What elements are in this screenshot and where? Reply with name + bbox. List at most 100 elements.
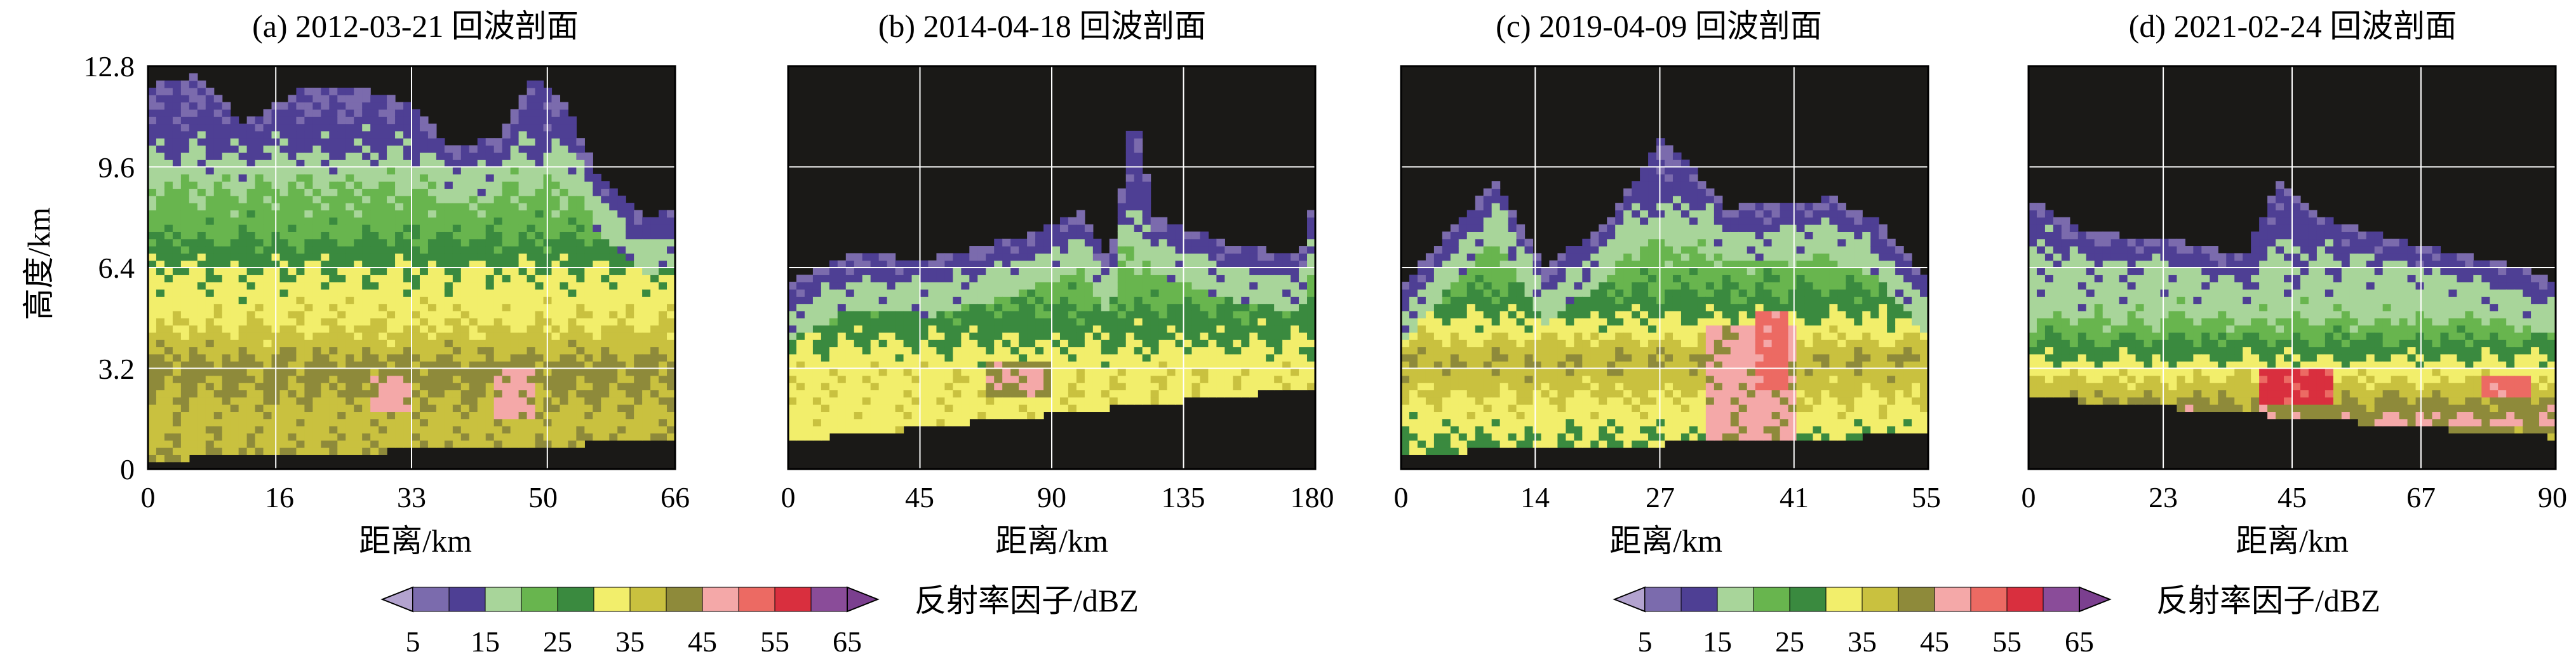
heatmap-cell [584, 375, 593, 383]
heatmap-cell [345, 238, 354, 247]
heatmap-cell [903, 339, 913, 348]
heatmap-cell [304, 275, 313, 283]
heatmap-cell [1134, 195, 1143, 203]
heatmap-cell [634, 383, 643, 391]
heatmap-cell [452, 152, 462, 160]
heatmap-cell [1200, 332, 1209, 340]
heatmap-cell [329, 368, 338, 376]
heatmap-cell [205, 145, 215, 153]
heatmap-cell [312, 332, 321, 340]
heatmap-cell [345, 260, 354, 268]
heatmap-cell [1208, 253, 1217, 261]
heatmap-cell [903, 383, 913, 391]
heatmap-cell [1117, 195, 1127, 203]
heatmap-cell [1307, 246, 1316, 254]
heatmap-cell [1442, 447, 1451, 455]
heatmap-cell [1475, 289, 1484, 297]
heatmap-cell [354, 303, 363, 311]
heatmap-cell [609, 318, 618, 326]
heatmap-cell [427, 353, 437, 362]
heatmap-cell [895, 390, 904, 398]
heatmap-cell [609, 397, 618, 405]
heatmap-cell [829, 310, 838, 318]
heatmap-cell [222, 310, 231, 318]
heatmap-cell [593, 289, 601, 297]
heatmap-cell [609, 268, 618, 275]
heatmap-cell [1499, 325, 1509, 333]
heatmap-cell [1241, 383, 1250, 391]
heatmap-cell [263, 390, 272, 398]
heatmap-cell [518, 217, 528, 225]
heatmap-cell [560, 109, 569, 117]
heatmap-cell [1052, 282, 1061, 290]
heatmap-cell [510, 167, 520, 175]
heatmap-cell [321, 303, 330, 311]
heatmap-cell [387, 390, 396, 398]
heatmap-cell [263, 145, 272, 153]
heatmap-cell [452, 275, 462, 283]
heatmap-cell [156, 303, 165, 311]
heatmap-cell [1150, 224, 1160, 232]
heatmap-cell [312, 440, 321, 448]
heatmap-cell [156, 116, 165, 125]
heatmap-cell [854, 325, 863, 333]
heatmap-cell [994, 339, 1003, 348]
heatmap-cell [379, 440, 387, 448]
heatmap-cell [911, 390, 921, 398]
heatmap-cell [535, 253, 544, 261]
heatmap-cell [164, 282, 173, 290]
heatmap-cell [560, 238, 569, 247]
heatmap-cell [288, 346, 297, 355]
heatmap-cell [279, 310, 289, 318]
heatmap-cell [403, 174, 412, 182]
heatmap-cell [419, 138, 429, 146]
heatmap-cell [1117, 310, 1127, 318]
heatmap-cell [634, 303, 643, 311]
heatmap-cell [337, 368, 346, 376]
heatmap-cell [1208, 289, 1217, 297]
heatmap-cell [812, 426, 822, 433]
heatmap-cell [551, 282, 561, 290]
heatmap-cell [477, 303, 486, 311]
heatmap-cell [246, 260, 256, 268]
heatmap-cell [854, 390, 863, 398]
heatmap-cell [312, 268, 321, 275]
heatmap-cell [1483, 411, 1493, 419]
heatmap-cell [1208, 303, 1217, 311]
heatmap-cell [263, 123, 272, 132]
heatmap-cell [518, 332, 528, 340]
heatmap-cell [518, 138, 528, 146]
heatmap-cell [255, 188, 264, 196]
heatmap-cell [1516, 332, 1526, 340]
heatmap-cell [1142, 289, 1151, 297]
heatmap-cell [1483, 224, 1493, 232]
heatmap-cell [387, 152, 396, 160]
heatmap-cell [1442, 440, 1451, 448]
heatmap-cell [1458, 383, 1468, 391]
heatmap-cell [1068, 318, 1077, 326]
heatmap-cell [1401, 426, 1410, 433]
heatmap-cell [1307, 253, 1316, 261]
heatmap-cell [321, 397, 330, 405]
heatmap-cell [213, 109, 223, 117]
heatmap-cell [535, 130, 544, 139]
heatmap-cell [845, 325, 855, 333]
heatmap-cell [1150, 397, 1160, 405]
heatmap-cell [617, 195, 626, 203]
heatmap-cell [510, 433, 520, 441]
heatmap-cell [1019, 296, 1028, 304]
heatmap-cell [427, 375, 437, 383]
heatmap-cell [148, 138, 157, 146]
heatmap-cell [870, 368, 880, 376]
heatmap-cell [427, 397, 437, 405]
heatmap-cell [370, 167, 379, 175]
heatmap-cell [1307, 339, 1316, 348]
heatmap-cell [213, 447, 223, 455]
heatmap-cell [412, 145, 420, 153]
heatmap-cell [953, 339, 962, 348]
heatmap-cell [452, 289, 462, 297]
heatmap-cell [650, 246, 659, 254]
heatmap-cell [288, 353, 297, 362]
heatmap-cell [1216, 253, 1225, 261]
heatmap-cell [1491, 383, 1501, 391]
